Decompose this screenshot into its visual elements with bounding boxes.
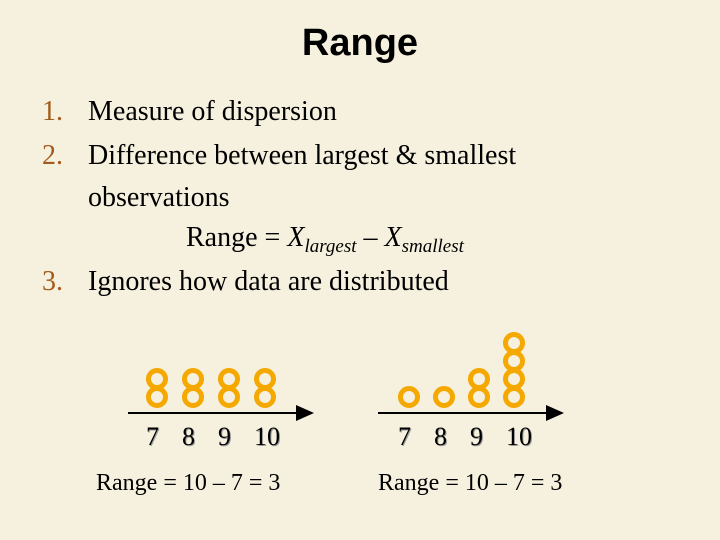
data-dot bbox=[503, 332, 525, 354]
data-dot bbox=[218, 386, 240, 408]
tick-label-right-9: 9 bbox=[470, 422, 483, 451]
data-dot bbox=[503, 386, 525, 408]
data-dot bbox=[182, 368, 204, 390]
tick-label-left-10: 10 bbox=[254, 422, 280, 451]
formula-minus: – bbox=[356, 222, 385, 253]
dot-group-left bbox=[146, 368, 276, 408]
formula-sub-largest: largest bbox=[304, 236, 357, 257]
formula-x-largest: X bbox=[287, 222, 305, 253]
data-dot bbox=[468, 368, 490, 390]
range-result-right: Range = 10 – 7 = 3 bbox=[378, 470, 563, 496]
bullet-list: 1. Measure of dispersion 2. Difference b… bbox=[42, 96, 517, 297]
formula-sub-smallest: smallest bbox=[401, 236, 464, 257]
bullet-number-2: 2. bbox=[42, 140, 63, 171]
tick-label-left-9: 9 bbox=[218, 422, 231, 451]
data-dot bbox=[433, 386, 455, 408]
bullet-text-2-continued: observations bbox=[88, 182, 230, 213]
tick-label-right-8: 8 bbox=[434, 422, 447, 451]
bullet-text-3: Ignores how data are distributed bbox=[88, 266, 449, 297]
formula-lhs: Range = bbox=[186, 222, 288, 253]
data-dot bbox=[503, 368, 525, 390]
tick-label-left-7: 7 bbox=[146, 422, 159, 451]
data-dot bbox=[146, 368, 168, 390]
tick-label-right-7: 7 bbox=[398, 422, 411, 451]
formula-x-smallest: X bbox=[384, 222, 402, 253]
dot-group-right bbox=[398, 332, 525, 408]
slide-title: Range bbox=[301, 22, 419, 64]
range-result-left: Range = 10 – 7 = 3 bbox=[96, 470, 281, 496]
data-dot bbox=[468, 386, 490, 408]
data-dot bbox=[503, 350, 525, 372]
tick-label-left-8: 8 bbox=[182, 422, 195, 451]
data-dot bbox=[254, 368, 276, 390]
data-dot bbox=[398, 386, 420, 408]
bullet-number-3: 3. bbox=[42, 266, 63, 297]
bullet-number-1: 1. bbox=[42, 96, 63, 127]
range-formula: Range = Xlargest – Xsmallest bbox=[186, 222, 464, 258]
data-dot bbox=[218, 368, 240, 390]
data-dot bbox=[254, 386, 276, 408]
bullet-text-2: Difference between largest & smallest bbox=[88, 140, 517, 171]
bullet-text-1: Measure of dispersion bbox=[88, 96, 337, 127]
data-dot bbox=[146, 386, 168, 408]
tick-label-right-10: 10 bbox=[506, 422, 532, 451]
data-dot bbox=[182, 386, 204, 408]
